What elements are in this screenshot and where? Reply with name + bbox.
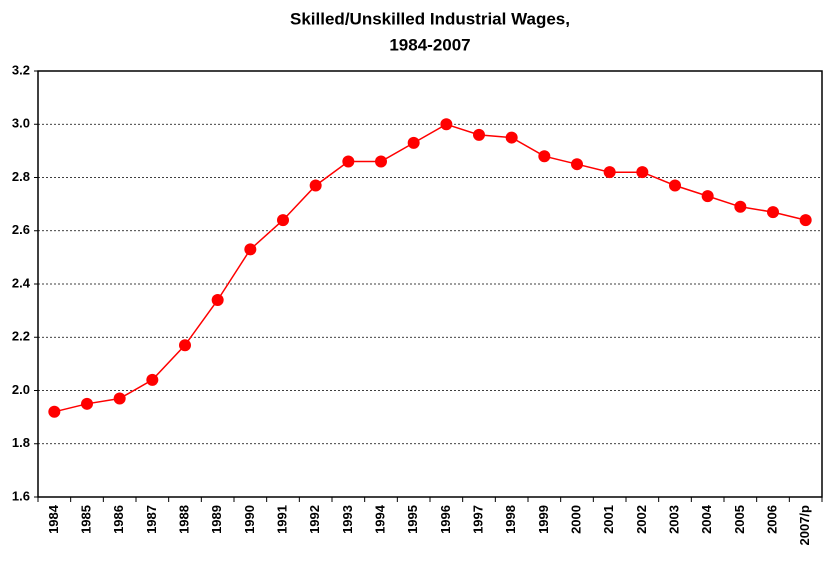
data-point bbox=[146, 373, 159, 386]
y-tick-label: 1.8 bbox=[12, 435, 30, 450]
x-tick-label: 1984 bbox=[46, 504, 61, 534]
data-point bbox=[767, 206, 779, 219]
data-point bbox=[244, 243, 257, 256]
x-tick-label: 1999 bbox=[536, 505, 551, 534]
data-point bbox=[375, 155, 387, 168]
data-point bbox=[538, 150, 551, 163]
x-tick-label: 2003 bbox=[666, 505, 681, 534]
x-tick-label: 1989 bbox=[209, 505, 224, 534]
x-tick-label: 1985 bbox=[78, 505, 93, 534]
y-tick-label: 2.6 bbox=[12, 222, 30, 237]
x-tick-label: 1994 bbox=[372, 504, 387, 534]
x-tick-label: 1992 bbox=[307, 505, 322, 534]
data-point bbox=[734, 200, 747, 213]
y-tick-label: 1.6 bbox=[12, 488, 30, 503]
x-tick-label: 2007/p bbox=[797, 505, 812, 546]
data-point bbox=[505, 131, 518, 144]
y-tick-label: 2.8 bbox=[12, 169, 30, 184]
x-tick-label: 2004 bbox=[699, 504, 714, 534]
data-point bbox=[636, 166, 649, 179]
data-point bbox=[440, 118, 453, 131]
y-tick-label: 2.0 bbox=[12, 382, 30, 397]
x-tick-label: 1995 bbox=[405, 505, 420, 534]
y-tick-label: 3.0 bbox=[12, 116, 30, 131]
x-tick-label: 1997 bbox=[470, 505, 485, 534]
x-tick-label: 1998 bbox=[503, 505, 518, 534]
y-tick-label: 2.4 bbox=[12, 275, 31, 290]
x-tick-label: 1996 bbox=[438, 505, 453, 534]
x-tick-label: 1990 bbox=[242, 505, 257, 534]
data-point bbox=[799, 214, 812, 227]
chart-title: Skilled/Unskilled Industrial Wages, bbox=[290, 9, 570, 28]
data-point bbox=[179, 339, 191, 352]
y-tick-label: 3.2 bbox=[12, 62, 30, 77]
data-point bbox=[342, 155, 355, 168]
x-tick-label: 1986 bbox=[111, 505, 126, 534]
data-point bbox=[277, 214, 289, 227]
x-tick-label: 1991 bbox=[274, 505, 289, 534]
x-tick-label: 2002 bbox=[634, 505, 649, 534]
data-point bbox=[48, 405, 61, 418]
x-tick-label: 1988 bbox=[176, 505, 191, 534]
data-point bbox=[113, 392, 126, 405]
y-tick-label: 2.2 bbox=[12, 329, 30, 344]
data-point bbox=[407, 136, 420, 149]
x-tick-label: 1987 bbox=[144, 505, 159, 534]
chart-subtitle: 1984-2007 bbox=[389, 35, 470, 54]
data-point bbox=[603, 166, 616, 179]
data-point bbox=[701, 190, 714, 203]
data-point bbox=[473, 128, 485, 141]
data-point bbox=[211, 293, 224, 306]
x-tick-label: 1993 bbox=[340, 505, 355, 534]
x-tick-label: 2001 bbox=[601, 505, 616, 534]
data-point bbox=[309, 179, 322, 192]
x-tick-label: 2000 bbox=[568, 505, 583, 534]
x-tick-label: 2006 bbox=[764, 505, 779, 534]
data-point bbox=[669, 179, 681, 192]
data-point bbox=[571, 158, 583, 171]
x-tick-label: 2005 bbox=[732, 505, 747, 534]
data-point bbox=[81, 397, 93, 410]
